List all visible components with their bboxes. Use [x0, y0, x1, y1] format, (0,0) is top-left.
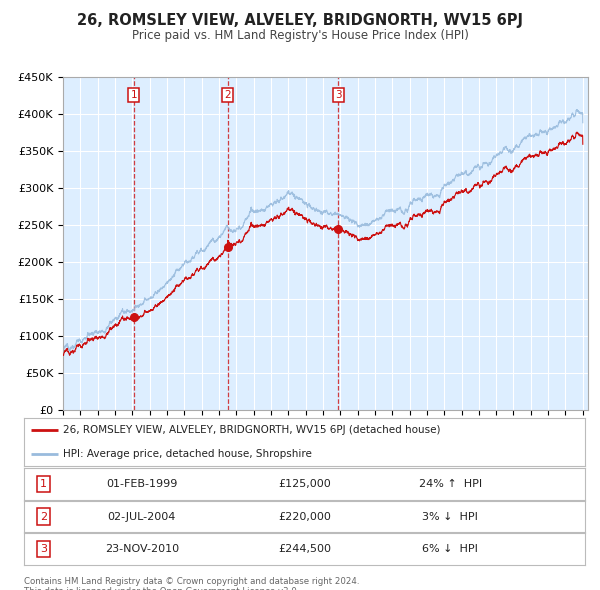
Text: Price paid vs. HM Land Registry's House Price Index (HPI): Price paid vs. HM Land Registry's House … — [131, 30, 469, 42]
Text: Contains HM Land Registry data © Crown copyright and database right 2024.
This d: Contains HM Land Registry data © Crown c… — [24, 577, 359, 590]
Text: HPI: Average price, detached house, Shropshire: HPI: Average price, detached house, Shro… — [63, 449, 312, 459]
Text: 01-FEB-1999: 01-FEB-1999 — [106, 479, 178, 489]
Text: 6% ↓  HPI: 6% ↓ HPI — [422, 544, 478, 554]
Text: 3: 3 — [335, 90, 342, 100]
Text: 1: 1 — [130, 90, 137, 100]
Text: 02-JUL-2004: 02-JUL-2004 — [107, 512, 176, 522]
Text: 2: 2 — [40, 512, 47, 522]
Text: £244,500: £244,500 — [278, 544, 331, 554]
Text: 2: 2 — [224, 90, 231, 100]
Text: 26, ROMSLEY VIEW, ALVELEY, BRIDGNORTH, WV15 6PJ (detached house): 26, ROMSLEY VIEW, ALVELEY, BRIDGNORTH, W… — [63, 425, 441, 435]
Text: 3: 3 — [40, 544, 47, 554]
Text: £220,000: £220,000 — [278, 512, 331, 522]
Text: 1: 1 — [40, 479, 47, 489]
Text: £125,000: £125,000 — [278, 479, 331, 489]
Text: 26, ROMSLEY VIEW, ALVELEY, BRIDGNORTH, WV15 6PJ: 26, ROMSLEY VIEW, ALVELEY, BRIDGNORTH, W… — [77, 13, 523, 28]
Text: 3% ↓  HPI: 3% ↓ HPI — [422, 512, 478, 522]
Text: 24% ↑  HPI: 24% ↑ HPI — [419, 479, 482, 489]
Text: 23-NOV-2010: 23-NOV-2010 — [105, 544, 179, 554]
